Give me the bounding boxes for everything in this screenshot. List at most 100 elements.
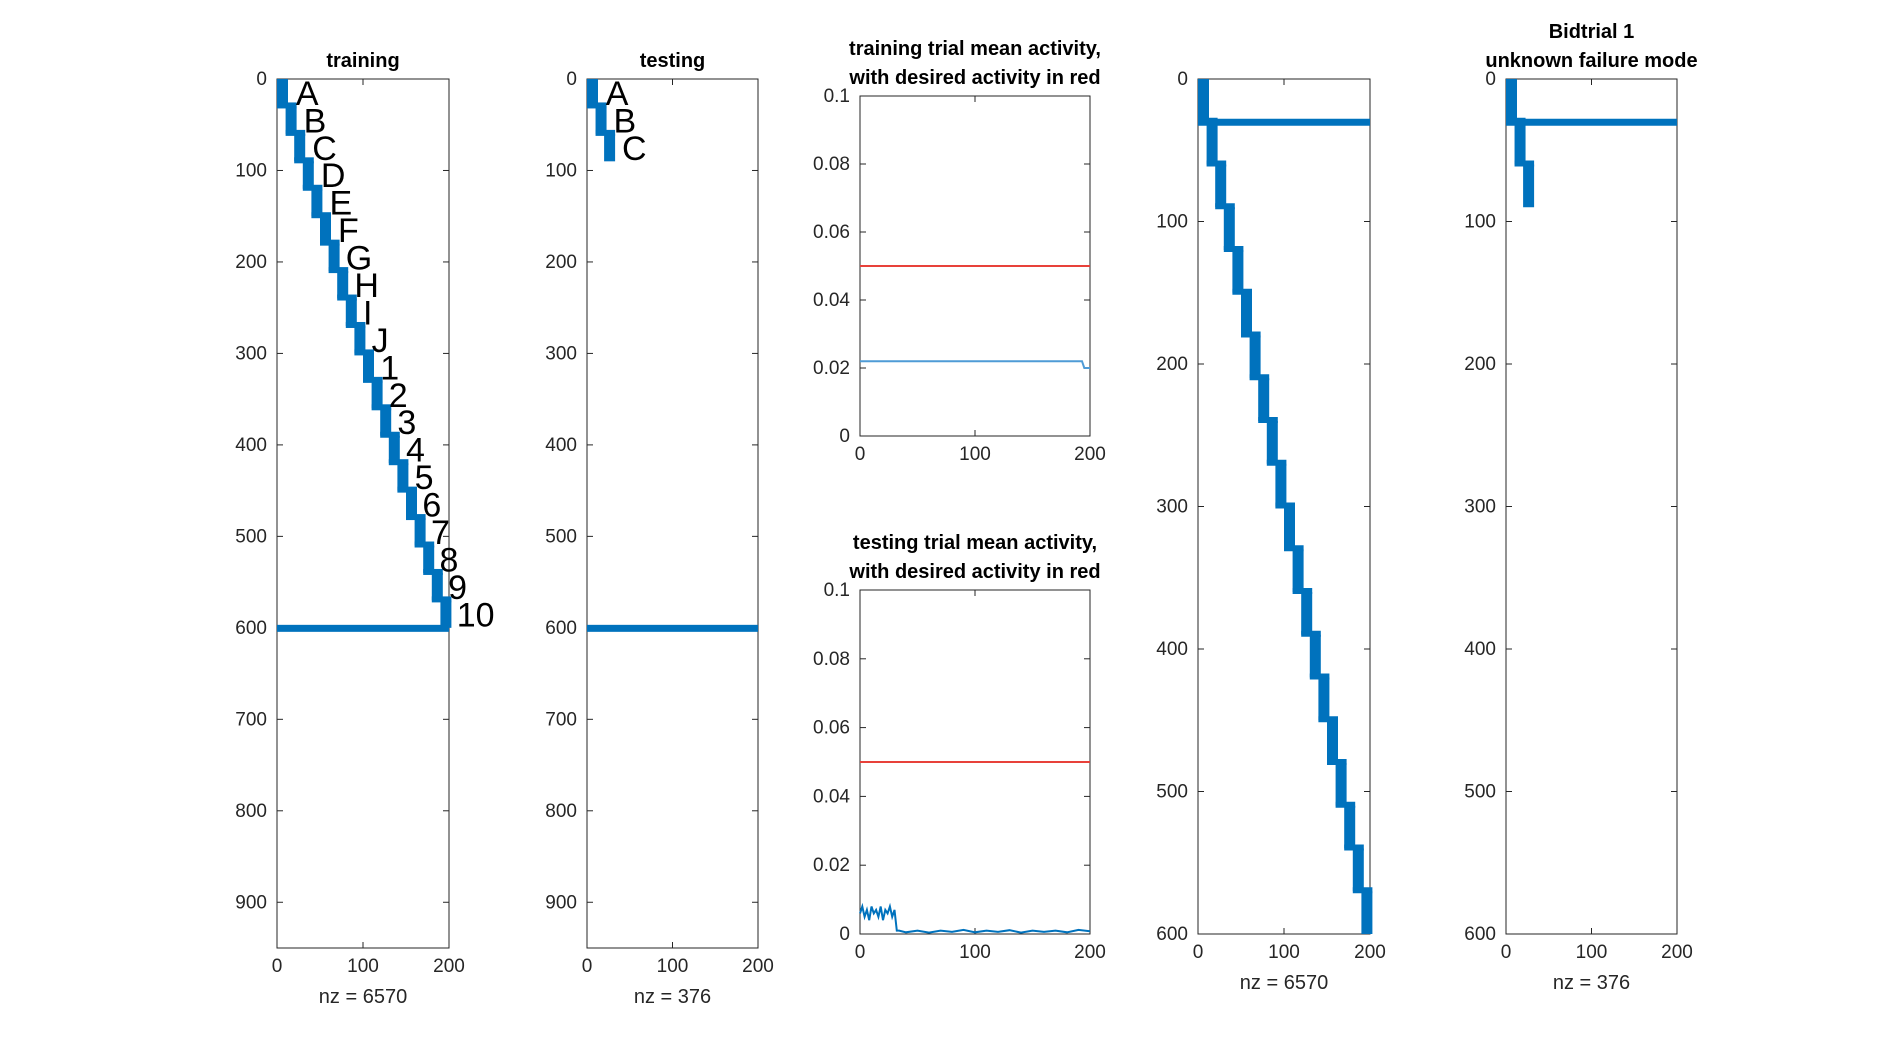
subplot-1: 0 100 200 0 100 200 300 400 500 600 700 800 900 train… [235, 50, 494, 1008]
spy-step-connector [388, 459, 409, 466]
spy-step-connector [595, 129, 616, 136]
y-tick-label: 0.08 [813, 649, 850, 670]
spy-step-block [371, 380, 383, 409]
y-tick-label: 0 [1177, 69, 1188, 90]
axes-box [586, 78, 759, 949]
y-tick-label: 300 [1464, 497, 1496, 518]
spy-step-block [1249, 335, 1261, 379]
y-tick-label: 100 [1464, 212, 1496, 233]
spy-step-block [388, 435, 400, 464]
x-tick-label: 100 [1268, 942, 1300, 963]
y-tick-label: 200 [1156, 354, 1188, 375]
y-tick-label: 0.04 [813, 786, 850, 807]
subplot-2: 0 100 200 0 100 200 300 400 500 600 700 800 900 testi… [545, 50, 774, 1008]
x-tick-label: 200 [1074, 942, 1106, 963]
spy-step-block [1258, 378, 1270, 421]
annotation-label: 8 [440, 541, 459, 579]
spy-step-connector [587, 102, 607, 109]
x-tick-label: 200 [1661, 942, 1693, 963]
y-tick-label: 800 [545, 801, 577, 822]
spy-step-block [277, 79, 288, 107]
x-axis-label: nz = 6570 [1240, 972, 1328, 994]
x-tick-label: 0 [582, 956, 593, 977]
spy-step-block [311, 188, 323, 217]
y-tick-label: 500 [235, 526, 267, 547]
y-tick-label: 700 [235, 709, 267, 730]
annotation-label: C [312, 130, 337, 168]
spy-step-block [1352, 848, 1364, 892]
y-tick-label: 500 [1156, 782, 1188, 803]
spy-step-connector [397, 486, 417, 493]
annotation-label: 1 [380, 349, 399, 387]
spy-step-connector [1301, 630, 1321, 637]
plot-title: unknown failure mode [1485, 50, 1697, 72]
y-tick-label: 0.06 [813, 718, 850, 739]
subplot-4: 0 100 200 0 0.02 0.04 0.06 0.08 0.1 testing trial… [813, 532, 1106, 963]
spy-step-block [285, 106, 297, 134]
y-tick-label: 100 [235, 160, 267, 181]
spy-step-block [1318, 677, 1330, 721]
x-tick-label: 200 [433, 956, 465, 977]
spy-step-block [414, 518, 426, 546]
x-tick-label: 0 [1501, 942, 1512, 963]
spy-step-block [1241, 292, 1252, 336]
spy-step-connector [431, 596, 452, 603]
spy-step-connector [371, 404, 392, 411]
y-tick-label: 700 [545, 709, 577, 730]
subplot-5: 0 100 200 0 100 200 300 400 500 600 nz = 6570 [1156, 69, 1386, 994]
x-tick-label: 100 [1576, 942, 1608, 963]
spy-step-connector [311, 212, 331, 219]
spy-step-block [1232, 250, 1244, 293]
x-tick-label: 100 [347, 956, 379, 977]
spy-step-connector [328, 267, 349, 274]
spy-step-connector [285, 129, 306, 136]
plot-title: with desired activity in red [848, 67, 1100, 89]
spy-step-connector [1206, 160, 1227, 167]
x-axis-label: nz = 376 [1553, 972, 1630, 994]
plot-title: training trial mean activity, [849, 38, 1101, 60]
spy-step-connector [277, 102, 297, 109]
spy-step-connector [1266, 459, 1287, 466]
y-tick-label: 600 [545, 618, 577, 639]
spy-step-block [440, 600, 452, 628]
y-tick-label: 500 [545, 526, 577, 547]
spy-step-connector [1292, 588, 1313, 594]
annotation-label: D [321, 157, 346, 195]
y-tick-label: 0.1 [824, 580, 850, 601]
spy-step-block [1523, 164, 1535, 208]
annotation-label: E [329, 185, 352, 223]
spy-horizontal-band [277, 624, 449, 632]
spy-step-connector [302, 184, 323, 191]
y-tick-label: 300 [1156, 497, 1188, 518]
spy-step-block [328, 243, 340, 272]
spy-step-block [380, 408, 392, 436]
spy-step-connector [1327, 759, 1347, 765]
spy-step-block [1206, 121, 1218, 165]
annotation-label: 4 [406, 432, 425, 470]
spy-step-connector [294, 157, 314, 164]
spy-step-connector [1335, 801, 1356, 808]
annotation-label: B [304, 102, 327, 140]
annotation-label: H [354, 267, 379, 305]
annotation-label: A [606, 75, 629, 113]
spy-step-connector [345, 321, 366, 328]
spy-step-connector [363, 376, 383, 383]
spy-step-connector [1223, 246, 1244, 252]
spy-step-block [423, 545, 435, 573]
spy-step-block [1292, 549, 1304, 592]
y-tick-label: 300 [545, 343, 577, 364]
annotation-label: 3 [397, 404, 416, 442]
spy-horizontal-band [587, 624, 758, 632]
y-tick-label: 0 [256, 69, 267, 90]
spy-horizontal-band [1506, 118, 1677, 126]
annotation-label: 9 [448, 569, 467, 607]
x-tick-label: 200 [742, 956, 774, 977]
y-tick-label: 0 [839, 924, 850, 945]
spy-step-connector [414, 541, 435, 548]
spy-step-block [604, 133, 616, 162]
annotation-label: 10 [457, 596, 495, 634]
spy-step-connector [380, 431, 400, 438]
spy-step-block [345, 298, 357, 326]
y-tick-label: 0.06 [813, 222, 850, 243]
y-tick-label: 100 [545, 160, 577, 181]
